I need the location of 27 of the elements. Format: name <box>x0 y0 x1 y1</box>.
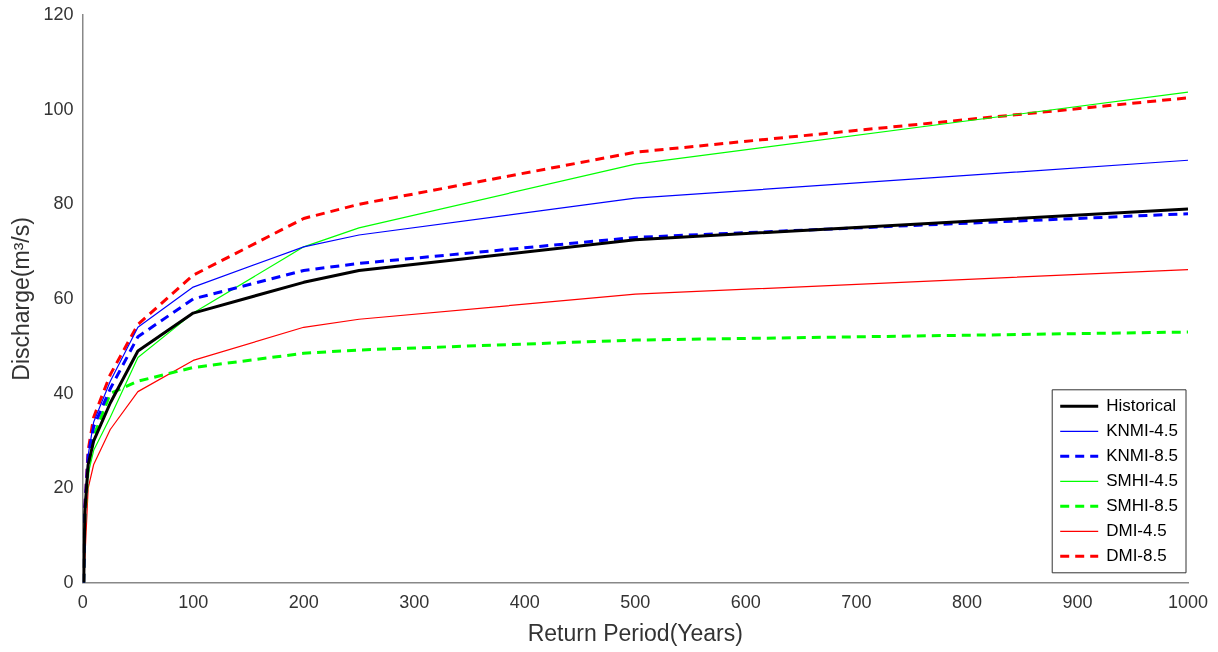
x-tick-label: 800 <box>951 591 982 612</box>
y-tick-label: 60 <box>53 287 74 308</box>
legend-label: SMHI-4.5 <box>1106 470 1178 490</box>
x-tick-label: 600 <box>730 591 761 612</box>
y-tick-label: 100 <box>43 98 74 119</box>
y-tick-label: 40 <box>53 382 74 403</box>
x-tick-label: 1000 <box>1167 591 1209 612</box>
legend-label: Historical <box>1106 395 1177 415</box>
y-tick-label: 120 <box>43 3 74 24</box>
x-tick-label: 900 <box>1062 591 1093 612</box>
x-tick-label: 400 <box>509 591 540 612</box>
x-tick-label: 200 <box>288 591 319 612</box>
x-tick-label: 0 <box>77 591 88 612</box>
y-tick-label: 20 <box>53 477 74 498</box>
x-tick-label: 300 <box>399 591 430 612</box>
y-tick-label: 0 <box>63 571 74 592</box>
legend-label: DMI-4.5 <box>1106 520 1167 540</box>
legend-label: DMI-8.5 <box>1106 545 1167 565</box>
x-tick-label: 500 <box>620 591 651 612</box>
legend-label: KNMI-4.5 <box>1106 420 1178 440</box>
x-tick-label: 100 <box>178 591 209 612</box>
legend-label: SMHI-8.5 <box>1106 495 1178 515</box>
y-axis-title: Discharge(m³/s) <box>8 217 35 381</box>
x-tick-label: 700 <box>841 591 872 612</box>
legend-label: KNMI-8.5 <box>1106 445 1178 465</box>
x-axis-title: Return Period(Years) <box>527 619 743 646</box>
y-tick-label: 80 <box>53 193 74 214</box>
